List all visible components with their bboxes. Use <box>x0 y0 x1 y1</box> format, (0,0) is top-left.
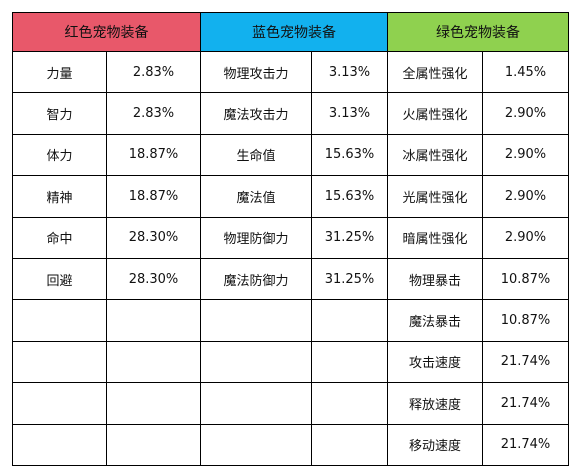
red-stat-name: 回避 <box>12 257 107 301</box>
table-row: 移动速度 21.74% <box>12 423 569 466</box>
red-stat-value: 2.83% <box>106 50 201 94</box>
table-row: 攻击速度 21.74% <box>12 340 569 384</box>
empty-cell <box>106 299 201 342</box>
green-stat-value: 10.87% <box>482 257 569 301</box>
blue-stat-name: 魔法攻击力 <box>200 92 312 135</box>
empty-cell <box>200 423 312 466</box>
blue-stat-value: 15.63% <box>311 133 388 177</box>
green-equipment-header: 绿色宠物装备 <box>387 12 569 52</box>
header-row: 红色宠物装备 蓝色宠物装备 绿色宠物装备 <box>12 12 569 52</box>
green-stat-name: 物理暴击 <box>387 257 483 301</box>
blue-stat-name: 物理防御力 <box>200 216 312 259</box>
table-row: 智力 2.83% 魔法攻击力 3.13% 火属性强化 2.90% <box>12 92 569 135</box>
empty-cell <box>200 382 312 425</box>
green-stat-value: 10.87% <box>482 299 569 342</box>
blue-stat-name: 生命值 <box>200 133 312 177</box>
green-stat-name: 光属性强化 <box>387 175 483 218</box>
table-row: 力量 2.83% 物理攻击力 3.13% 全属性强化 1.45% <box>12 50 569 94</box>
empty-cell <box>311 382 388 425</box>
table-row: 命中 28.30% 物理防御力 31.25% 暗属性强化 2.90% <box>12 216 569 259</box>
red-stat-name: 智力 <box>12 92 107 135</box>
green-stat-name: 释放速度 <box>387 382 483 425</box>
table-row: 释放速度 21.74% <box>12 382 569 425</box>
red-stat-name: 体力 <box>12 133 107 177</box>
empty-cell <box>200 299 312 342</box>
blue-stat-value: 15.63% <box>311 175 388 218</box>
red-stat-value: 28.30% <box>106 257 201 301</box>
green-stat-name: 攻击速度 <box>387 340 483 384</box>
red-stat-name: 命中 <box>12 216 107 259</box>
empty-cell <box>12 423 107 466</box>
green-stat-value: 21.74% <box>482 340 569 384</box>
red-stat-name: 精神 <box>12 175 107 218</box>
pet-equipment-table: 红色宠物装备 蓝色宠物装备 绿色宠物装备 力量 2.83% 物理攻击力 3.13… <box>12 12 569 466</box>
green-stat-value: 1.45% <box>482 50 569 94</box>
green-stat-value: 2.90% <box>482 216 569 259</box>
empty-cell <box>12 382 107 425</box>
table-row: 回避 28.30% 魔法防御力 31.25% 物理暴击 10.87% <box>12 257 569 301</box>
empty-cell <box>12 340 107 384</box>
blue-equipment-header: 蓝色宠物装备 <box>200 12 388 52</box>
red-equipment-header: 红色宠物装备 <box>12 12 201 52</box>
red-stat-value: 18.87% <box>106 175 201 218</box>
blue-stat-name: 魔法值 <box>200 175 312 218</box>
blue-stat-name: 物理攻击力 <box>200 50 312 94</box>
green-stat-name: 移动速度 <box>387 423 483 466</box>
table-row: 体力 18.87% 生命值 15.63% 冰属性强化 2.90% <box>12 133 569 177</box>
blue-stat-name: 魔法防御力 <box>200 257 312 301</box>
empty-cell <box>311 340 388 384</box>
blue-stat-value: 3.13% <box>311 92 388 135</box>
red-stat-name: 力量 <box>12 50 107 94</box>
empty-cell <box>106 340 201 384</box>
empty-cell <box>311 423 388 466</box>
green-stat-name: 全属性强化 <box>387 50 483 94</box>
red-stat-value: 18.87% <box>106 133 201 177</box>
blue-stat-value: 31.25% <box>311 257 388 301</box>
table-row: 魔法暴击 10.87% <box>12 299 569 342</box>
green-stat-value: 2.90% <box>482 92 569 135</box>
empty-cell <box>311 299 388 342</box>
green-stat-name: 火属性强化 <box>387 92 483 135</box>
green-stat-name: 暗属性强化 <box>387 216 483 259</box>
green-stat-value: 2.90% <box>482 175 569 218</box>
blue-stat-value: 31.25% <box>311 216 388 259</box>
empty-cell <box>12 299 107 342</box>
green-stat-value: 2.90% <box>482 133 569 177</box>
empty-cell <box>200 340 312 384</box>
red-stat-value: 28.30% <box>106 216 201 259</box>
red-stat-value: 2.83% <box>106 92 201 135</box>
blue-stat-value: 3.13% <box>311 50 388 94</box>
green-stat-name: 魔法暴击 <box>387 299 483 342</box>
table-row: 精神 18.87% 魔法值 15.63% 光属性强化 2.90% <box>12 175 569 218</box>
empty-cell <box>106 382 201 425</box>
empty-cell <box>106 423 201 466</box>
green-stat-name: 冰属性强化 <box>387 133 483 177</box>
green-stat-value: 21.74% <box>482 382 569 425</box>
green-stat-value: 21.74% <box>482 423 569 466</box>
